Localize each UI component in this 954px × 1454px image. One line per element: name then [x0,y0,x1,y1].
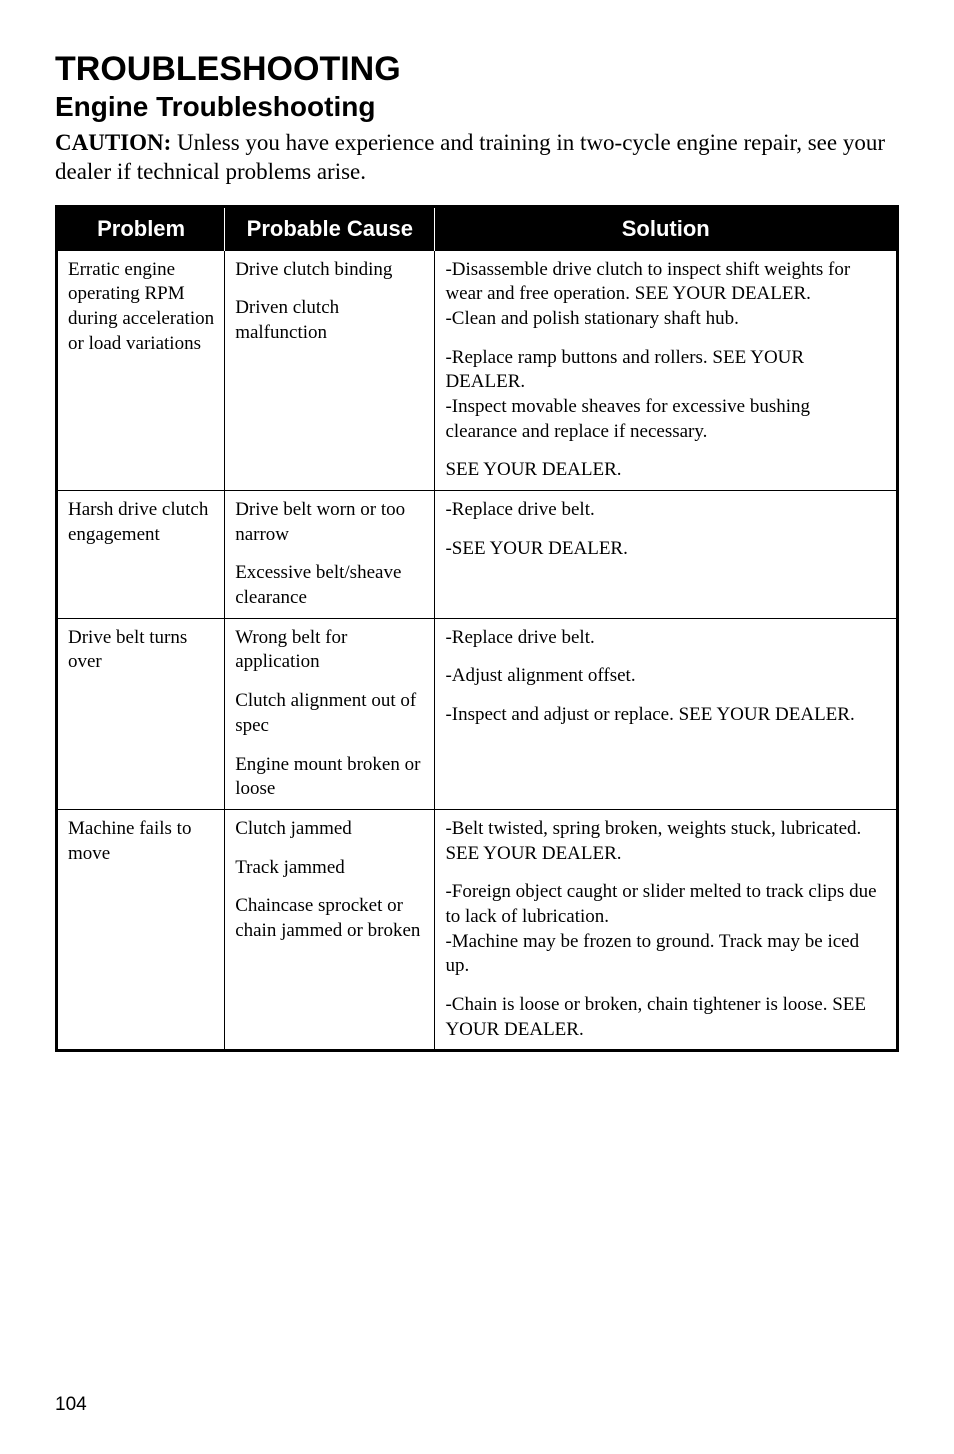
cell-solution: -Disassemble drive clutch to inspect shi… [435,250,898,491]
col-header-solution: Solution [435,206,898,250]
solution-item: -Replace drive belt. [445,498,886,523]
solution-item: -Replace ramp buttons and rollers. SEE Y… [445,346,886,445]
cause-item: Clutch jammed [235,817,424,842]
table-body: Erratic engine operating RPM during acce… [57,250,898,1051]
table-header-row: Problem Probable Cause Solution [57,206,898,250]
cause-item: Chaincase sprocket or chain jammed or br… [235,894,424,943]
cell-problem: Erratic engine operating RPM during acce… [57,250,225,491]
col-header-cause: Probable Cause [225,206,435,250]
table-row: Harsh drive clutch engagement Drive belt… [57,491,898,619]
solution-item: -SEE YOUR DEALER. [445,537,886,562]
solution-item: -Foreign object caught or slider melted … [445,880,886,979]
troubleshooting-table: Problem Probable Cause Solution Erratic … [55,205,899,1053]
cell-cause: Drive belt worn or too narrow Excessive … [225,491,435,619]
solution-item: -Belt twisted, spring broken, weights st… [445,817,886,866]
solution-item: -Chain is loose or broken, chain tighten… [445,993,886,1042]
caution-text: Unless you have experience and training … [55,130,885,184]
table-row: Erratic engine operating RPM during acce… [57,250,898,491]
cause-item: Driven clutch malfunction [235,296,424,345]
cell-cause: Wrong belt for application Clutch alignm… [225,618,435,809]
cell-solution: -Replace drive belt. -Adjust alignment o… [435,618,898,809]
cause-item: Wrong belt for application [235,626,424,675]
cell-solution: -Replace drive belt. -SEE YOUR DEALER. [435,491,898,619]
cause-item: Drive belt worn or too narrow [235,498,424,547]
subsection-title: Engine Troubleshooting [55,91,899,123]
cause-item: Excessive belt/sheave clearance [235,561,424,610]
cell-problem: Machine fails to move [57,809,225,1051]
table-row: Machine fails to move Clutch jammed Trac… [57,809,898,1051]
table-row: Drive belt turns over Wrong belt for app… [57,618,898,809]
cell-cause: Drive clutch binding Driven clutch malfu… [225,250,435,491]
solution-item: -Adjust alignment offset. [445,664,886,689]
cause-item: Drive clutch binding [235,258,424,283]
section-title: TROUBLESHOOTING [55,50,899,89]
cell-problem: Harsh drive clutch engagement [57,491,225,619]
solution-item: -Replace drive belt. [445,626,886,651]
solution-item: -Disassemble drive clutch to inspect shi… [445,258,886,332]
solution-item: -Inspect and adjust or replace. SEE YOUR… [445,703,886,728]
cell-cause: Clutch jammed Track jammed Chaincase spr… [225,809,435,1051]
solution-item: SEE YOUR DEALER. [445,458,886,483]
cell-problem: Drive belt turns over [57,618,225,809]
cell-solution: -Belt twisted, spring broken, weights st… [435,809,898,1051]
cause-item: Track jammed [235,856,424,881]
col-header-problem: Problem [57,206,225,250]
cause-item: Engine mount broken or loose [235,753,424,802]
caution-label: CAUTION: [55,130,171,155]
caution-paragraph: CAUTION: Unless you have experience and … [55,129,899,187]
page-number: 104 [55,1394,87,1416]
cause-item: Clutch alignment out of spec [235,689,424,738]
